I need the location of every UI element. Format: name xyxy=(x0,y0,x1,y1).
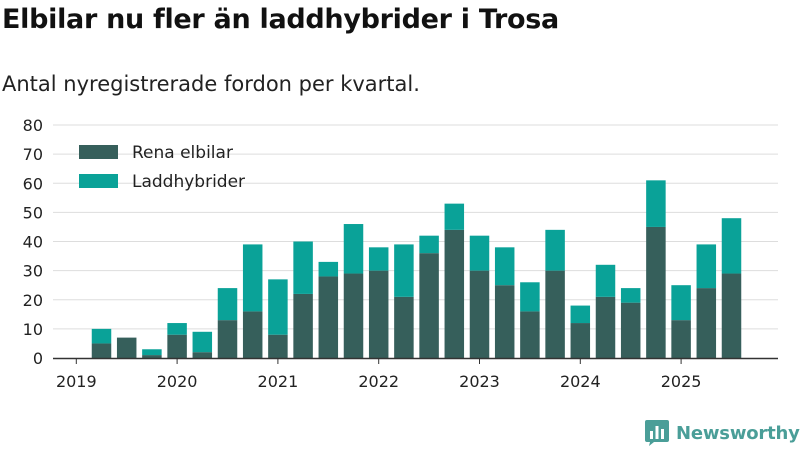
bar-laddhybrider xyxy=(595,264,616,297)
bar-rena-elbilar xyxy=(545,270,565,358)
legend-label: Rena elbilar xyxy=(132,143,233,163)
bar-laddhybrider xyxy=(469,235,490,271)
bar-laddhybrider xyxy=(620,288,641,303)
legend-swatch xyxy=(79,174,118,188)
bar-rena-elbilar xyxy=(494,285,515,358)
y-tick-label: 50 xyxy=(23,203,43,222)
bar-laddhybrider xyxy=(419,235,439,254)
bar-laddhybrider xyxy=(142,349,162,356)
x-axis: 2019 2020 2021 2022 2023 2024 2025 xyxy=(53,357,778,391)
y-tick-label: 0 xyxy=(33,349,43,368)
legend-label: Laddhybrider xyxy=(132,172,245,192)
y-tick-label: 40 xyxy=(23,233,43,252)
bar-rena-elbilar xyxy=(570,323,591,358)
bar-laddhybrider xyxy=(167,323,187,335)
brand-name: Newsworthy xyxy=(676,422,800,444)
bar-laddhybrider xyxy=(646,180,666,227)
bar-rena-elbilar xyxy=(192,352,213,358)
bar-rena-elbilar xyxy=(268,334,288,358)
y-tick-label: 10 xyxy=(23,320,43,339)
bar-laddhybrider xyxy=(394,244,414,297)
bar-rena-elbilar xyxy=(419,253,439,358)
x-tick-label: 2020 xyxy=(157,372,198,391)
legend-swatch xyxy=(79,145,118,159)
bar-laddhybrider xyxy=(671,285,691,321)
bar-rena-elbilar xyxy=(469,270,490,358)
bar-rena-elbilar xyxy=(368,270,389,358)
y-tick-label: 60 xyxy=(23,174,43,193)
bar-rena-elbilar xyxy=(167,334,187,358)
bar-rena-elbilar xyxy=(671,320,691,358)
bar-laddhybrider xyxy=(268,279,288,335)
x-tick-label: 2023 xyxy=(459,372,500,391)
bar-laddhybrider xyxy=(343,224,364,274)
bar-rena-elbilar xyxy=(394,296,414,358)
bar-rena-elbilar xyxy=(646,226,666,358)
y-axis-ticks: 0 10 20 30 40 50 60 70 80 xyxy=(23,116,43,368)
chart-title: Elbilar nu fler än laddhybrider i Trosa xyxy=(2,4,559,35)
bar-laddhybrider xyxy=(494,247,515,286)
x-tick-label: 2022 xyxy=(358,372,399,391)
y-tick-label: 30 xyxy=(23,262,43,281)
legend: Rena elbilar Laddhybrider xyxy=(79,143,245,192)
bar-laddhybrider xyxy=(444,203,465,230)
bar-rena-elbilar xyxy=(595,296,616,358)
bar-rena-elbilar xyxy=(242,311,263,358)
bar-laddhybrider xyxy=(293,241,313,294)
x-tick-label: 2024 xyxy=(560,372,601,391)
bar-laddhybrider xyxy=(192,331,213,353)
bar-laddhybrider xyxy=(217,288,238,321)
y-tick-label: 70 xyxy=(23,145,43,164)
bar-rena-elbilar xyxy=(343,273,364,358)
brand-logo: Newsworthy xyxy=(645,420,800,446)
x-tick-label: 2019 xyxy=(56,372,97,391)
bar-rena-elbilar xyxy=(620,302,641,358)
bar-rena-elbilar xyxy=(696,288,717,358)
y-tick-label: 20 xyxy=(23,291,43,310)
bar-rena-elbilar xyxy=(142,355,162,358)
bar-rena-elbilar xyxy=(217,320,238,358)
bar-laddhybrider xyxy=(520,282,540,312)
bar-laddhybrider xyxy=(570,305,591,324)
bar-rena-elbilar xyxy=(293,293,313,358)
bar-laddhybrider xyxy=(696,244,717,289)
bar-laddhybrider xyxy=(91,328,112,344)
bar-laddhybrider xyxy=(242,244,263,312)
bar-rena-elbilar xyxy=(520,311,540,358)
bar-laddhybrider xyxy=(721,218,742,274)
bar-rena-elbilar xyxy=(116,337,137,358)
chart-subtitle: Antal nyregistrerade fordon per kvartal. xyxy=(2,72,420,96)
bar-rena-elbilar xyxy=(444,229,465,358)
bar-rena-elbilar xyxy=(91,343,112,358)
x-tick-label: 2025 xyxy=(661,372,702,391)
bar-laddhybrider xyxy=(318,261,339,277)
bar-rena-elbilar xyxy=(318,276,339,358)
bars xyxy=(91,180,742,358)
y-tick-label: 80 xyxy=(23,116,43,135)
bar-laddhybrider xyxy=(368,247,389,271)
bar-laddhybrider xyxy=(545,229,565,271)
x-tick-label: 2021 xyxy=(258,372,299,391)
bar-rena-elbilar xyxy=(721,273,742,358)
bar-chart-icon xyxy=(645,420,669,446)
